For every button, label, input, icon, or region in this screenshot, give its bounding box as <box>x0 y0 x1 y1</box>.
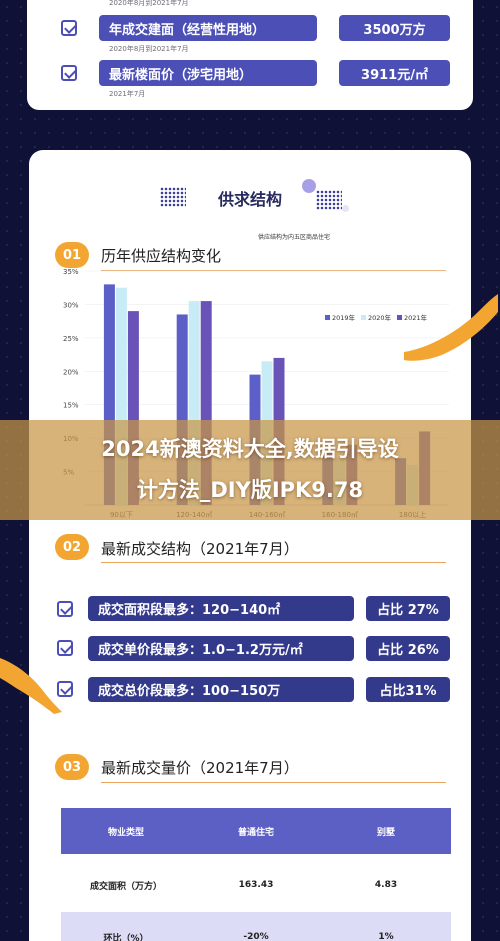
decorative-circle <box>342 205 349 212</box>
check-icon <box>57 681 73 697</box>
table-cell: 环比（%） <box>103 933 149 941</box>
summary-value-1: 3500万方 <box>339 15 450 41</box>
top-summary-card: 2020年8月到2021年7月 年成交建面（经营性用地） 3500万方 2020… <box>27 0 473 110</box>
table-cell: 1% <box>378 932 394 941</box>
structure-label-1: 成交面积段最多：120−140㎡ <box>88 596 354 621</box>
date-note: 2020年8月到2021年7月 <box>109 0 189 7</box>
legend-label: 2020年 <box>368 313 392 322</box>
chart-bar <box>176 314 188 505</box>
section-title: 最新成交结构（2021年7月） <box>101 540 299 558</box>
supply-demand-card: 供求结构 01 历年供应结构变化 供应结构为内五区商品住宅 35% 30% 25% 2… <box>29 150 471 941</box>
legend-swatch <box>361 315 366 320</box>
chart-bar <box>103 284 115 505</box>
y-tick-label: 35% <box>63 268 79 276</box>
summary-label-2: 最新楼面价（涉宅用地） <box>99 60 317 86</box>
table-header-cell: 别墅 <box>376 827 395 838</box>
chart-bar <box>188 301 200 505</box>
banner-line-2: 计方法_DIY版IPK9.78 <box>136 478 364 502</box>
structure-value-3: 占比31% <box>366 677 450 702</box>
chart-bar <box>200 301 212 505</box>
y-tick-label: 30% <box>63 301 79 309</box>
decorative-brush-stroke <box>404 294 498 361</box>
legend-label: 2021年 <box>404 313 428 322</box>
table-header: 物业类型 普通住宅 别墅 <box>61 808 451 854</box>
page-title: 供求结构 <box>217 190 282 209</box>
section-title: 最新成交量价（2021年7月） <box>101 759 299 777</box>
check-icon <box>57 601 73 617</box>
table-header-cell: 物业类型 <box>107 827 144 838</box>
chart-note: 供应结构为内五区商品住宅 <box>258 234 331 241</box>
date-note: 2021年7月 <box>109 90 146 98</box>
table-row: 成交面积（万方） 163.43 4.83 <box>61 860 451 910</box>
watermark-banner: 2024新澳资料大全,数据引导设 计方法_DIY版IPK9.78 <box>0 420 500 520</box>
section-number-badge: 03 <box>55 754 89 780</box>
check-icon <box>57 640 73 656</box>
decorative-circle <box>302 179 316 193</box>
check-icon <box>61 65 77 81</box>
legend-swatch <box>325 315 330 320</box>
summary-label-1: 年成交建面（经营性用地） <box>99 15 317 41</box>
table-row: 环比（%） -20% 1% <box>61 912 451 941</box>
banner-line-1: 2024新澳资料大全,数据引导设 <box>101 437 399 461</box>
section-number-badge: 01 <box>55 242 89 268</box>
chart-bar <box>127 311 139 505</box>
section-divider <box>101 270 446 271</box>
legend-swatch <box>397 315 402 320</box>
decorative-brush-stroke <box>0 658 62 714</box>
table-cell: 成交面积（万方） <box>89 881 162 892</box>
decorative-dots <box>316 190 342 210</box>
structure-value-1: 占比 27% <box>366 596 450 621</box>
table-header-cell: 普通住宅 <box>237 827 274 838</box>
section-divider <box>101 782 446 783</box>
summary-value-2: 3911元/㎡ <box>339 60 450 86</box>
table-cell: -20% <box>243 932 269 941</box>
check-icon <box>61 20 77 36</box>
section-number-badge: 02 <box>55 534 89 560</box>
legend-label: 2019年 <box>332 313 356 322</box>
section-title: 历年供应结构变化 <box>101 247 222 265</box>
y-tick-label: 25% <box>63 335 79 343</box>
y-tick-label: 20% <box>63 368 79 376</box>
decorative-dots <box>160 187 186 207</box>
chart-bar <box>115 287 127 505</box>
structure-value-2: 占比 26% <box>366 636 450 661</box>
section-divider <box>101 562 446 563</box>
date-note: 2020年8月到2021年7月 <box>109 45 189 53</box>
y-tick-label: 15% <box>63 402 79 410</box>
table-cell: 163.43 <box>238 880 274 890</box>
structure-label-2: 成交单价段最多：1.0−1.2万元/㎡ <box>88 636 354 661</box>
structure-label-3: 成交总价段最多：100−150万 <box>88 677 354 702</box>
table-cell: 4.83 <box>374 880 398 890</box>
